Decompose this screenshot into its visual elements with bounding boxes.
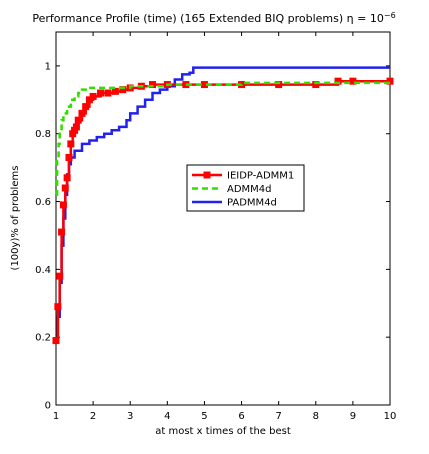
data-point-ieidp-admm1: [65, 153, 73, 161]
x-tick-label: 10: [384, 411, 397, 422]
x-tick-label: 1: [53, 411, 59, 422]
data-point-ieidp-admm1: [119, 86, 127, 94]
legend: IEIDP-ADMM1 ADMM4d PADMM4d: [186, 164, 305, 212]
y-tick-label: 1: [45, 61, 51, 72]
chart-title: Performance Profile (time) (165 Extended…: [32, 11, 395, 26]
legend-label-admm4d: ADMM4d: [227, 184, 272, 195]
data-point-ieidp-admm1: [74, 116, 82, 124]
data-point-ieidp-admm1: [82, 103, 90, 111]
x-tick-label: 6: [238, 411, 244, 422]
data-point-ieidp-admm1: [200, 81, 208, 89]
series-layer: [52, 66, 394, 345]
x-axis-label: at most x times of the best: [155, 426, 291, 437]
data-point-ieidp-admm1: [78, 109, 86, 117]
y-axis-label: (100y)% of problems: [10, 166, 21, 271]
data-point-ieidp-admm1: [275, 81, 283, 89]
data-point-ieidp-admm1: [312, 81, 320, 89]
data-point-ieidp-admm1: [63, 174, 71, 182]
data-point-ieidp-admm1: [67, 140, 75, 148]
x-tick-label: 9: [350, 411, 356, 422]
data-point-ieidp-admm1: [104, 89, 112, 97]
data-point-ieidp-admm1: [386, 77, 394, 85]
legend-label-ieidp-admm1: IEIDP-ADMM1: [227, 171, 294, 182]
data-point-ieidp-admm1: [89, 92, 97, 100]
legend-marker-ieidp-admm1: [203, 171, 211, 179]
x-tick-label: 3: [127, 411, 133, 422]
x-tick-label: 4: [164, 411, 170, 422]
x-tick-label: 2: [90, 411, 96, 422]
data-point-ieidp-admm1: [85, 96, 93, 104]
x-tick-label: 5: [201, 411, 207, 422]
data-point-ieidp-admm1: [111, 87, 119, 95]
axis-ticks: 1 2 3 4 5 6 7 8 9 10 0 0.2 0.4 0.6 0.8 1: [35, 32, 396, 422]
y-tick-label: 0: [45, 401, 51, 412]
data-point-ieidp-admm1: [56, 272, 64, 280]
data-point-ieidp-admm1: [54, 303, 62, 311]
data-point-ieidp-admm1: [334, 77, 342, 85]
data-point-ieidp-admm1: [349, 77, 357, 85]
y-tick-label: 0.6: [35, 197, 51, 208]
y-tick-label: 0.4: [35, 265, 51, 276]
plot-area: [55, 31, 391, 406]
legend-label-padmm4d: PADMM4d: [227, 198, 277, 209]
data-point-ieidp-admm1: [59, 201, 67, 209]
data-point-ieidp-admm1: [61, 184, 69, 192]
x-tick-label: 7: [275, 411, 281, 422]
series-line-admm4d: [55, 81, 390, 197]
data-point-ieidp-admm1: [52, 337, 60, 345]
data-point-ieidp-admm1: [97, 89, 105, 97]
data-point-ieidp-admm1: [58, 228, 66, 236]
data-point-ieidp-admm1: [148, 81, 156, 89]
x-tick-label: 8: [313, 411, 319, 422]
y-tick-label: 0.8: [35, 129, 51, 140]
plot-frame: [55, 31, 391, 406]
data-point-ieidp-admm1: [72, 123, 80, 131]
y-tick-label: 0.2: [35, 333, 51, 344]
